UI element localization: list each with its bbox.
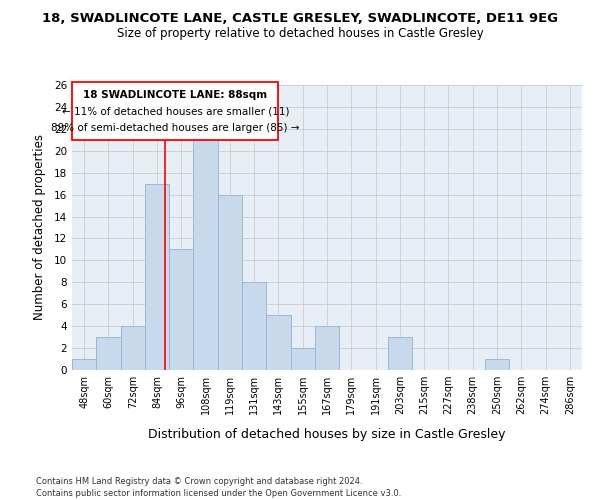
Bar	[73, 82, 278, 140]
Text: ← 11% of detached houses are smaller (11): ← 11% of detached houses are smaller (11…	[62, 106, 289, 117]
Text: Contains HM Land Registry data © Crown copyright and database right 2024.: Contains HM Land Registry data © Crown c…	[36, 478, 362, 486]
Bar	[121, 326, 145, 370]
Bar	[485, 359, 509, 370]
Text: 89% of semi-detached houses are larger (85) →: 89% of semi-detached houses are larger (…	[51, 122, 300, 132]
Y-axis label: Number of detached properties: Number of detached properties	[32, 134, 46, 320]
Bar	[145, 184, 169, 370]
Bar	[290, 348, 315, 370]
X-axis label: Distribution of detached houses by size in Castle Gresley: Distribution of detached houses by size …	[148, 428, 506, 441]
Bar	[218, 194, 242, 370]
Bar	[169, 250, 193, 370]
Text: 18 SWADLINCOTE LANE: 88sqm: 18 SWADLINCOTE LANE: 88sqm	[83, 90, 268, 100]
Text: Contains public sector information licensed under the Open Government Licence v3: Contains public sector information licen…	[36, 489, 401, 498]
Text: 18, SWADLINCOTE LANE, CASTLE GRESLEY, SWADLINCOTE, DE11 9EG: 18, SWADLINCOTE LANE, CASTLE GRESLEY, SW…	[42, 12, 558, 26]
Bar	[96, 337, 121, 370]
Bar	[388, 337, 412, 370]
Bar	[266, 315, 290, 370]
Text: Size of property relative to detached houses in Castle Gresley: Size of property relative to detached ho…	[116, 28, 484, 40]
Bar	[242, 282, 266, 370]
Bar	[193, 140, 218, 370]
Bar	[315, 326, 339, 370]
Bar	[72, 359, 96, 370]
